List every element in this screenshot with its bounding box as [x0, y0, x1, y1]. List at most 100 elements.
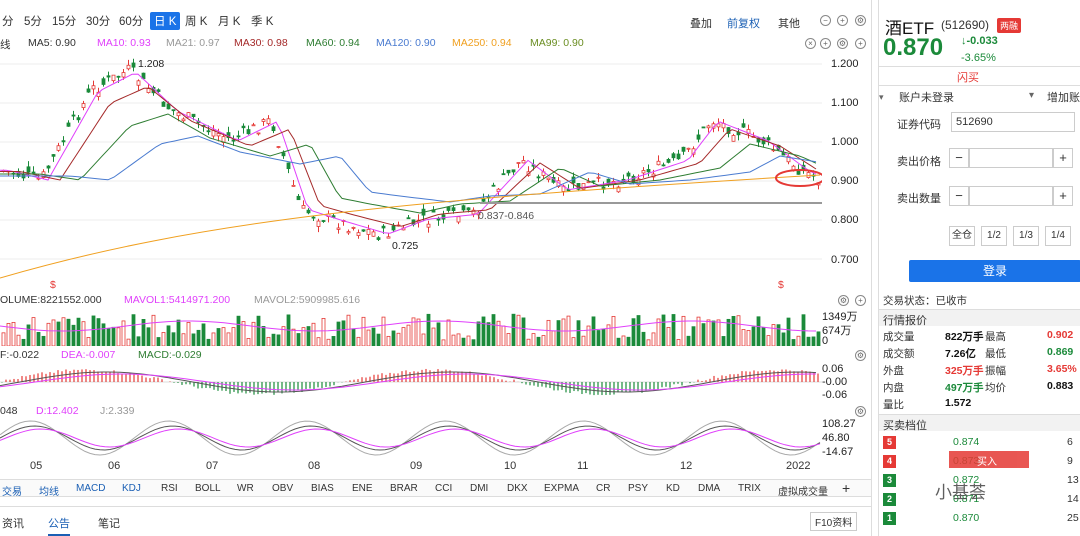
gear-icon[interactable]: ⚙: [855, 406, 866, 417]
settings-icon[interactable]: ⚙: [855, 15, 866, 26]
period-month[interactable]: 月 K: [218, 16, 241, 28]
qty-minus-button[interactable]: −: [949, 186, 969, 206]
tab-virtual-volume[interactable]: 虚拟成交量: [778, 487, 828, 498]
tab-bias[interactable]: BIAS: [311, 483, 334, 494]
period-quarter[interactable]: 季 K: [251, 16, 274, 28]
volume-bar: [486, 322, 491, 346]
add-icon[interactable]: +: [820, 38, 831, 49]
tab-rsi[interactable]: RSI: [161, 483, 178, 494]
minus-icon[interactable]: −: [820, 15, 831, 26]
code-input[interactable]: [951, 112, 1075, 132]
account-status[interactable]: 账户未登录: [899, 92, 954, 104]
candlestick-chart[interactable]: [0, 50, 822, 288]
tab-dma[interactable]: DMA: [698, 483, 721, 494]
volume-bar: [596, 330, 601, 346]
candle-body: [176, 112, 181, 117]
add-account-button[interactable]: 增加账: [1047, 92, 1080, 104]
add-tab-icon[interactable]: +: [842, 480, 851, 496]
tab-notes[interactable]: 笔记: [98, 518, 120, 530]
tab-macd[interactable]: MACD: [76, 483, 106, 494]
price-plus-button[interactable]: +: [1053, 148, 1073, 168]
tab-cr[interactable]: CR: [596, 483, 611, 494]
level-volume: 14: [1067, 493, 1079, 505]
tab-wr[interactable]: WR: [237, 483, 254, 494]
kdj-chart[interactable]: [0, 418, 822, 458]
close-icon[interactable]: ×: [805, 38, 816, 49]
candle-body: [581, 183, 586, 190]
gear-icon[interactable]: ⚙: [838, 295, 849, 306]
volume-bar: [46, 322, 51, 346]
candle-body: [111, 74, 116, 82]
qty-half-button[interactable]: 1/2: [981, 226, 1007, 246]
chevron-down-icon[interactable]: ▾: [1029, 90, 1035, 101]
volume-chart[interactable]: [0, 308, 822, 346]
qty-plus-button[interactable]: +: [1053, 186, 1073, 206]
period-30min[interactable]: 30分: [86, 16, 111, 28]
tab-dmi[interactable]: DMI: [470, 483, 489, 494]
margin-badge: 两融: [997, 18, 1022, 33]
level-price[interactable]: 0.874: [953, 436, 980, 448]
qty-quarter-button[interactable]: 1/4: [1045, 226, 1071, 246]
tab-ene[interactable]: ENE: [352, 483, 373, 494]
period-60min[interactable]: 60分: [119, 16, 144, 28]
plus-icon[interactable]: +: [837, 15, 848, 26]
volume-bar: [471, 339, 476, 346]
period-15min[interactable]: 15分: [52, 16, 77, 28]
chevron-down-icon[interactable]: ▾: [879, 92, 884, 102]
candle-body: [191, 113, 196, 118]
level-price[interactable]: 0.870: [953, 512, 980, 524]
tab-psy[interactable]: PSY: [628, 483, 649, 494]
overlay-menu[interactable]: 叠加: [690, 18, 712, 30]
candle-body: [766, 137, 771, 141]
candle-body: [566, 189, 571, 192]
period-1min[interactable]: 分: [2, 16, 14, 28]
adjust-menu[interactable]: 前复权: [727, 18, 760, 30]
tab-ma[interactable]: 均线: [39, 487, 59, 498]
price-input[interactable]: [969, 148, 1053, 168]
buy-tag[interactable]: 买入: [949, 451, 1029, 468]
volume-bar: [451, 334, 456, 346]
plus-small-icon[interactable]: +: [855, 295, 866, 306]
period-week[interactable]: 周 K: [185, 16, 208, 28]
price-tick: 1.000: [831, 136, 859, 148]
tab-expma[interactable]: EXPMA: [544, 483, 580, 494]
macd-chart[interactable]: [0, 362, 822, 402]
period-5min[interactable]: 5分: [24, 16, 42, 28]
volume-bar: [181, 333, 186, 346]
candle-body: [391, 225, 396, 231]
tab-cci[interactable]: CCI: [435, 483, 453, 494]
tab-trix[interactable]: TRIX: [738, 483, 761, 494]
gear-icon[interactable]: ⚙: [855, 350, 866, 361]
qty-all-button[interactable]: 全仓: [949, 226, 975, 246]
login-button[interactable]: 登录: [909, 260, 1080, 282]
candle-body: [291, 184, 296, 187]
tab-obv[interactable]: OBV: [272, 483, 294, 494]
level-price[interactable]: 0.871: [953, 493, 980, 505]
period-day[interactable]: 日 K: [150, 12, 181, 30]
volume-bar: [586, 325, 591, 346]
tab-announcements[interactable]: 公告: [48, 515, 70, 536]
volume-bar: [221, 327, 226, 346]
plus-small-icon[interactable]: +: [855, 38, 866, 49]
tab-news[interactable]: 资讯: [2, 518, 24, 530]
qty-input[interactable]: [969, 186, 1053, 206]
tab-kd[interactable]: KD: [666, 483, 680, 494]
tab-kdj[interactable]: KDJ: [122, 483, 141, 494]
tab-trade[interactable]: 交易: [2, 487, 22, 498]
volume-bar: [636, 315, 641, 346]
candle-body: [471, 209, 476, 215]
tab-brar[interactable]: BRAR: [390, 483, 418, 494]
f10-button[interactable]: F10资料: [810, 512, 858, 531]
other-menu[interactable]: 其他: [778, 18, 800, 30]
level-price[interactable]: 0.872: [953, 474, 980, 486]
tab-boll[interactable]: BOLL: [195, 483, 221, 494]
volume-bar: [741, 329, 746, 346]
volume-bar: [41, 335, 46, 346]
qty-third-button[interactable]: 1/3: [1013, 226, 1039, 246]
flash-buy-link[interactable]: 闪买: [957, 72, 979, 84]
price-minus-button[interactable]: −: [949, 148, 969, 168]
tab-dkx[interactable]: DKX: [507, 483, 528, 494]
x-tick: 09: [410, 460, 423, 472]
gear-icon[interactable]: ⚙: [837, 38, 848, 49]
volume-bar: [791, 339, 796, 346]
